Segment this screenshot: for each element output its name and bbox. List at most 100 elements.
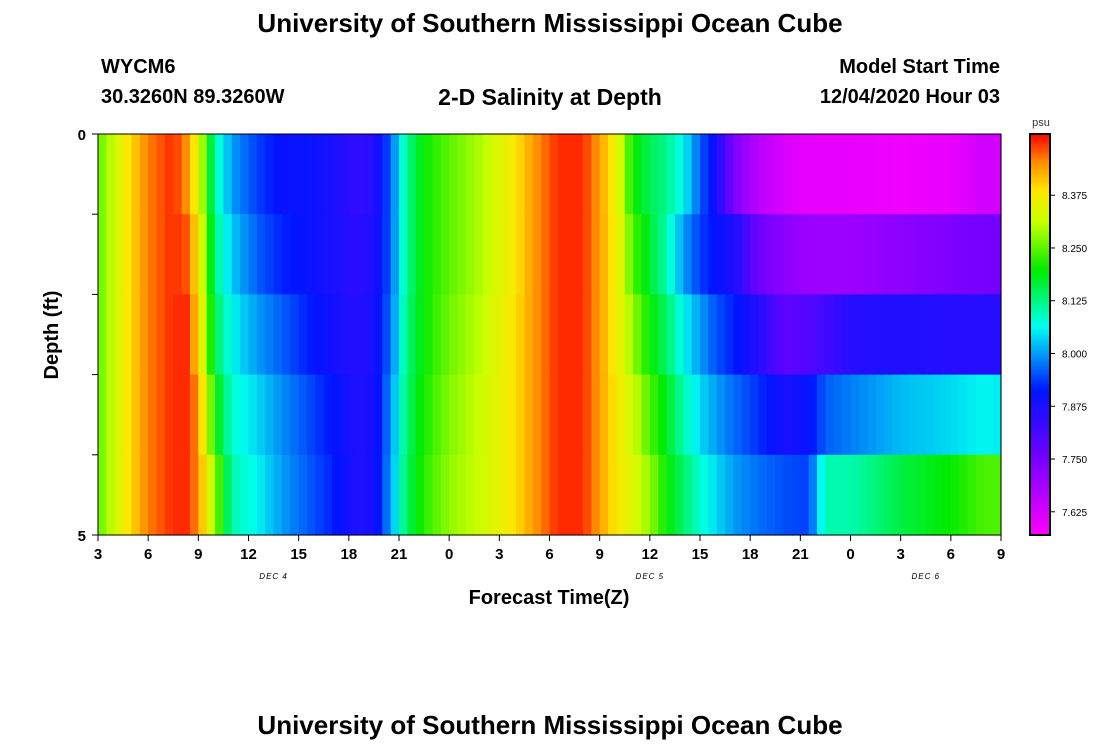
heatmap-cell (716, 294, 726, 376)
heatmap-cell (399, 294, 408, 376)
heatmap-cell (98, 454, 107, 536)
heatmap-cell (574, 374, 584, 456)
heatmap-cell (950, 374, 960, 456)
heatmap-cell (399, 454, 408, 536)
heatmap-cell (909, 374, 918, 456)
heatmap-cell (315, 294, 325, 376)
heatmap-cell (307, 294, 316, 376)
heatmap-cell (867, 294, 877, 376)
heatmap-cell (449, 294, 459, 376)
heatmap-cell (490, 294, 500, 376)
x-tick-label: 3 (495, 546, 503, 563)
heatmap-cell (875, 134, 885, 215)
heatmap-cell (332, 214, 342, 295)
heatmap-cell (850, 294, 860, 376)
heatmap-cell (775, 294, 785, 376)
heatmap-cell (633, 454, 643, 536)
heatmap-cell (858, 214, 868, 295)
heatmap-cell (482, 374, 492, 456)
heatmap-cell (215, 454, 225, 536)
chart-title-top: University of Southern Mississippi Ocean… (257, 8, 843, 38)
heatmap-cell (800, 454, 810, 536)
heatmap-cell (164, 454, 174, 536)
heatmap-cell (791, 214, 801, 295)
x-tick-label: 18 (340, 546, 357, 563)
heatmap-cell (541, 454, 551, 536)
heatmap-cell (691, 134, 701, 215)
heatmap-cell (457, 134, 467, 215)
heatmap-cell (817, 134, 827, 215)
heatmap-cell (892, 134, 902, 215)
heatmap-cell (549, 294, 559, 376)
heatmap-cell (499, 294, 509, 376)
heatmap-cell (783, 294, 793, 376)
heatmap-cell (791, 134, 801, 215)
heatmap-cell (415, 454, 425, 536)
heatmap-cell (281, 454, 291, 536)
heatmap-cell (708, 134, 718, 215)
heatmap-cell (624, 374, 634, 456)
heatmap-cell (992, 454, 1002, 536)
heatmap-cell (315, 214, 325, 295)
heatmap-cell (248, 374, 258, 456)
heatmap-cell (984, 214, 994, 295)
heatmap-cell (624, 294, 634, 376)
heatmap-cell (407, 454, 417, 536)
heatmap-cell (315, 454, 325, 536)
x-tick-label: 12 (641, 546, 658, 563)
heatmap-cell (775, 454, 785, 536)
heatmap-cell (373, 374, 383, 456)
heatmap-cell (599, 454, 609, 536)
heatmap-cell (867, 134, 877, 215)
heatmap-cell (875, 214, 885, 295)
heatmap-cell (281, 134, 291, 215)
heatmap-cell (156, 454, 166, 536)
heatmap-cell (173, 454, 183, 536)
heatmap-cell (298, 374, 308, 456)
heatmap-cell (775, 214, 785, 295)
heatmap-cell (892, 454, 902, 536)
heatmap-cell (959, 134, 969, 215)
heatmap-cell (658, 454, 668, 536)
heatmap-cell (373, 214, 383, 295)
heatmap-cell (942, 294, 952, 376)
heatmap-cell (892, 374, 902, 456)
model-start-label: Model Start Time (839, 56, 1000, 78)
heatmap-cell (766, 374, 776, 456)
heatmap-cell (992, 294, 1002, 376)
heatmap-cell (198, 374, 208, 456)
heatmap-cell (189, 454, 199, 536)
heatmap-cell (223, 374, 233, 456)
heatmap-cell (206, 134, 216, 215)
heatmap-cell (674, 454, 684, 536)
heatmap-cell (198, 134, 208, 215)
heatmap-cell (131, 294, 141, 376)
heatmap-cell (582, 134, 592, 215)
heatmap-cell (507, 294, 517, 376)
heatmap-cell (766, 294, 776, 376)
heatmap-cell (900, 294, 910, 376)
heatmap-cell (474, 294, 484, 376)
x-tick-label: 3 (94, 546, 102, 563)
heatmap-cell (290, 374, 300, 456)
heatmap-cell (373, 294, 383, 376)
heatmap-cell (649, 134, 659, 215)
heatmap-cell (641, 214, 651, 295)
heatmap-cell (959, 294, 969, 376)
heatmap-cell (700, 134, 709, 215)
heatmap-cell (942, 134, 952, 215)
heatmap-cell (231, 214, 241, 295)
heatmap-cell (574, 134, 584, 215)
heatmap-cell (541, 294, 551, 376)
heatmap-cell (842, 374, 852, 456)
heatmap-cell (683, 374, 693, 456)
heatmap-cell (223, 214, 233, 295)
heatmap-cell (649, 454, 659, 536)
heatmap-cell (298, 294, 308, 376)
heatmap-cell (674, 294, 684, 376)
heatmap-cell (900, 134, 910, 215)
heatmap-cell (106, 294, 116, 376)
heatmap-cell (566, 134, 576, 215)
colorbar-tick-label: 8.375 (1062, 191, 1087, 202)
heatmap-cell (591, 294, 601, 376)
